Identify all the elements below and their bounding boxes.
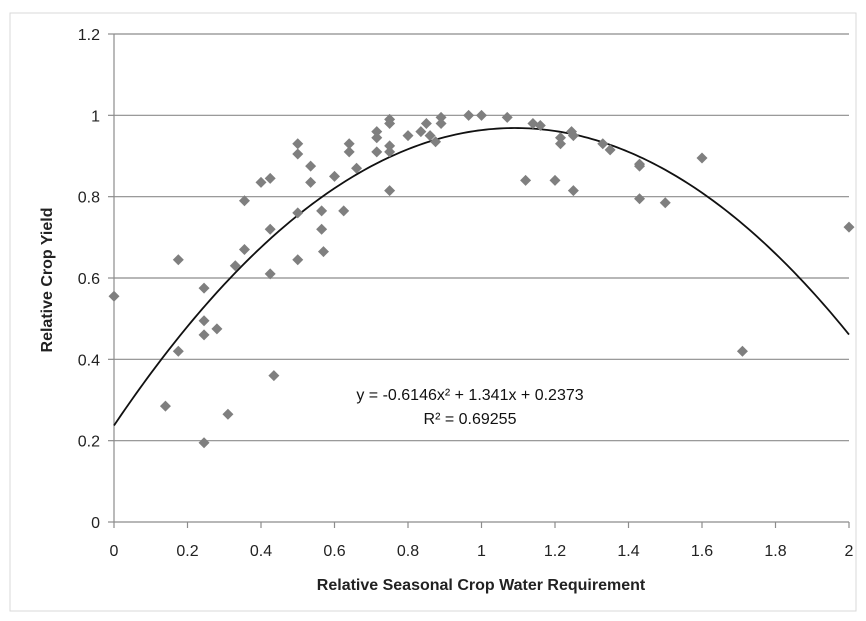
data-point	[384, 140, 396, 152]
data-point	[172, 254, 184, 266]
equation-label: y = -0.6146x² + 1.341x + 0.2373	[356, 387, 583, 404]
data-point	[292, 254, 304, 266]
data-point	[549, 174, 561, 186]
data-point	[351, 162, 363, 174]
data-point	[430, 136, 442, 148]
data-point	[435, 117, 447, 129]
data-point	[238, 244, 250, 256]
r-squared-label: R² = 0.69255	[424, 411, 517, 428]
data-point	[198, 315, 210, 327]
grid-layer	[114, 33, 849, 442]
data-point	[172, 345, 184, 357]
data-point	[736, 345, 748, 357]
point-layer	[108, 109, 855, 449]
data-point	[696, 152, 708, 164]
data-point	[659, 197, 671, 209]
data-point	[384, 146, 396, 158]
x-tick-label: 0.2	[176, 543, 198, 560]
x-tick-label: 1.2	[544, 543, 566, 560]
data-point	[211, 323, 223, 335]
data-point	[343, 138, 355, 150]
y-axis-title: Relative Crop Yield	[39, 208, 56, 353]
x-tick-label: 0	[110, 543, 119, 560]
trendline	[113, 127, 850, 427]
data-point	[371, 146, 383, 158]
y-tick-label: 0.4	[78, 352, 100, 369]
data-point	[463, 109, 475, 121]
data-point	[229, 260, 241, 272]
data-point	[198, 282, 210, 294]
data-point	[420, 117, 432, 129]
data-point	[597, 138, 609, 150]
data-point	[329, 170, 340, 182]
data-point	[567, 185, 579, 197]
y-tick-label: 0.2	[78, 434, 100, 451]
data-point	[338, 205, 350, 217]
x-tick-label: 0.8	[397, 543, 419, 560]
data-point	[435, 111, 447, 123]
data-point	[292, 207, 304, 219]
data-point	[634, 160, 646, 172]
trend-layer	[113, 127, 850, 427]
data-point	[555, 132, 567, 144]
data-point	[238, 195, 250, 207]
data-point	[402, 130, 414, 142]
label-layer: 0 0.2 0.4 0.6 0.8 1 1.2 0 0.2 0.4 0.6 0.8 1 1.2 1.4 1.6…	[78, 27, 854, 560]
data-point	[292, 138, 304, 150]
x-tick-label: 2	[845, 543, 854, 560]
data-point	[198, 437, 210, 449]
data-point	[264, 268, 276, 280]
data-point	[264, 223, 276, 235]
data-point	[384, 185, 396, 197]
x-tick-label: 0.4	[250, 543, 272, 560]
data-point	[567, 130, 579, 142]
x-tick-label: 1.8	[764, 543, 786, 560]
chart-border	[9, 12, 857, 612]
data-point	[317, 246, 329, 258]
x-tick-label: 1.4	[617, 543, 639, 560]
data-point	[555, 138, 567, 150]
data-point	[604, 144, 616, 156]
data-point	[305, 176, 317, 188]
x-axis-title: Relative Seasonal Crop Water Requirement	[317, 577, 646, 594]
x-tick-label: 0.6	[323, 543, 345, 560]
data-point	[343, 146, 355, 158]
data-point	[198, 329, 210, 341]
y-tick-label: 0	[91, 515, 100, 532]
data-point	[476, 109, 487, 121]
data-point	[501, 111, 513, 123]
x-tick-label: 1.6	[691, 543, 713, 560]
y-tick-label: 0.6	[78, 271, 100, 288]
data-point	[415, 126, 427, 138]
data-point	[316, 205, 328, 217]
data-point	[268, 370, 280, 382]
data-point	[316, 223, 328, 235]
y-tick-label: 1	[91, 108, 100, 125]
x-tick-label: 1	[477, 543, 486, 560]
data-point	[292, 148, 304, 160]
data-point	[371, 126, 383, 138]
data-point	[255, 176, 267, 188]
data-point	[534, 120, 546, 131]
data-point	[108, 290, 120, 302]
data-point	[424, 130, 436, 142]
y-tick-label: 1.2	[78, 27, 100, 44]
data-point	[305, 160, 317, 172]
data-point	[264, 172, 276, 184]
axis-layer	[108, 33, 850, 528]
data-point	[634, 193, 646, 205]
data-point	[159, 400, 171, 412]
data-point	[371, 132, 383, 144]
y-tick-label: 0.8	[78, 190, 100, 207]
data-point	[384, 117, 396, 129]
data-point	[520, 174, 532, 186]
data-point	[222, 408, 234, 420]
data-point	[843, 221, 855, 233]
